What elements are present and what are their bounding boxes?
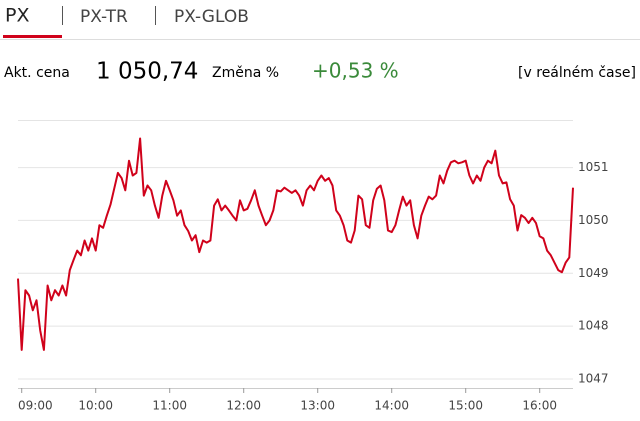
change-label: Změna % [212, 65, 279, 81]
realtime-note: [v reálném čase] [518, 65, 636, 81]
y-tick-label: 1051 [578, 160, 609, 174]
y-tick-label: 1049 [578, 266, 609, 280]
tab[interactable]: PX [5, 5, 29, 27]
active-tab-underline [3, 35, 62, 38]
tab[interactable]: PX-TR [80, 7, 128, 27]
x-tick-label: 16:00 [522, 399, 557, 413]
price: 1 050,74 [96, 59, 198, 85]
tab[interactable]: PX-GLOB [174, 7, 249, 27]
price-label: Akt. cena [4, 65, 70, 81]
x-tick-label: 10:00 [78, 399, 113, 413]
x-tick-label: 15:00 [448, 399, 483, 413]
y-tick-label: 1047 [578, 372, 609, 386]
price-line [17, 137, 574, 351]
x-tick-label: 14:00 [374, 399, 409, 413]
x-tick-label: 12:00 [226, 399, 261, 413]
change: +0,53 % [312, 59, 399, 83]
x-tick-label: 09:00 [18, 399, 53, 413]
x-tick-label: 11:00 [152, 399, 187, 413]
x-tick-label: 13:00 [300, 399, 335, 413]
y-tick-label: 1048 [578, 319, 609, 333]
y-tick-label: 1050 [578, 213, 609, 227]
